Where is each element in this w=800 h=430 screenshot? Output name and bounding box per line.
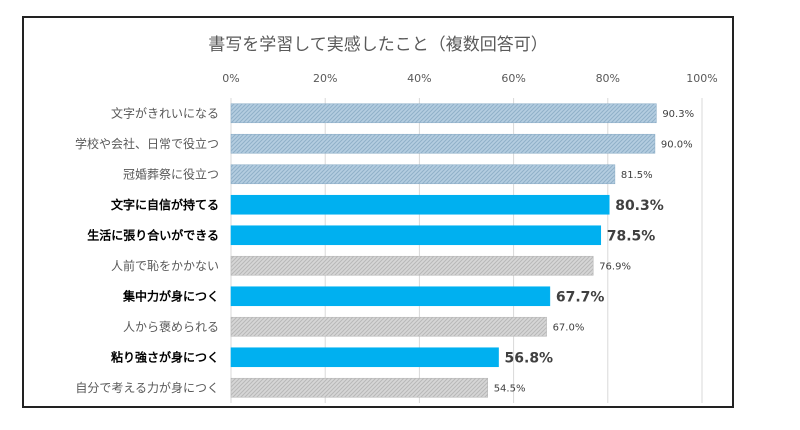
category-label: 文字がきれいになる <box>111 105 219 120</box>
chart-title: 書写を学習して実感したこと（複数回答可） <box>208 35 548 55</box>
value-label: 78.5% <box>607 228 656 244</box>
bar <box>230 377 488 398</box>
category-label: 学校や会社、日常で役立つ <box>75 136 219 151</box>
bar <box>230 347 499 368</box>
x-tick-label: 60% <box>501 72 525 85</box>
x-tick-label: 0% <box>222 72 239 85</box>
bar <box>230 316 547 337</box>
chart-frame: 書写を学習して実感したこと（複数回答可） 0% 20% 40% 60% 80% 100% … <box>22 16 734 408</box>
x-tick-label: 20% <box>313 72 337 85</box>
bars <box>230 103 657 398</box>
value-label: 81.5% <box>621 170 653 181</box>
value-label: 67.7% <box>556 289 605 305</box>
category-label: 冠婚葬祭に役立つ <box>123 166 219 181</box>
bar <box>230 164 616 185</box>
category-label: 文字に自信が持てる <box>111 197 219 212</box>
bar-chart: 書写を学習して実感したこと（複数回答可） 0% 20% 40% 60% 80% 100% … <box>75 35 718 403</box>
value-label: 90.0% <box>661 139 693 150</box>
bar <box>230 255 594 276</box>
category-label: 粘り強さが身につく <box>111 349 219 364</box>
category-label: 自分で考える力が身につく <box>75 380 219 395</box>
bar <box>230 286 551 307</box>
bar <box>230 103 657 124</box>
value-labels: 90.3% 90.0% 81.5% 80.3% 78.5% 76.9% 67.7% 67.0%… <box>494 109 694 395</box>
value-label: 67.0% <box>553 322 585 333</box>
x-axis-ticks: 0% 20% 40% 60% 80% 100% <box>222 72 717 85</box>
bar <box>230 194 610 215</box>
value-label: 56.8% <box>505 350 554 366</box>
x-tick-label: 80% <box>596 72 620 85</box>
category-label: 人から褒められる <box>123 320 219 334</box>
category-labels: 文字がきれいになる学校や会社、日常で役立つ冠婚葬祭に役立つ文字に自信が持てる生活… <box>75 105 219 395</box>
category-label: 集中力が身につく <box>122 288 219 303</box>
value-label: 76.9% <box>599 261 631 272</box>
bar <box>230 225 602 246</box>
x-tick-label: 100% <box>686 72 717 85</box>
value-label: 90.3% <box>662 109 694 120</box>
category-label: 生活に張り合いができる <box>87 227 219 242</box>
value-label: 54.5% <box>494 383 526 394</box>
value-label: 80.3% <box>615 198 664 214</box>
category-label: 人前で恥をかかない <box>111 258 219 273</box>
x-tick-label: 40% <box>407 72 431 85</box>
bar <box>230 133 656 154</box>
